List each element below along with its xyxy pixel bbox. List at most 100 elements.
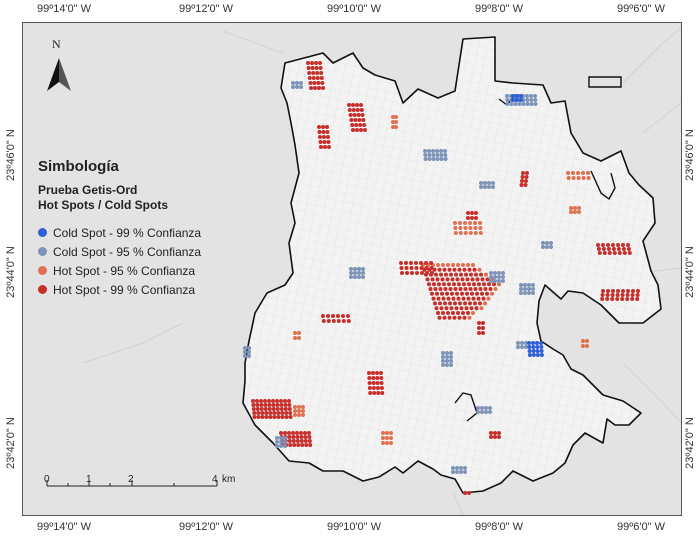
hot-spot-95-marker xyxy=(566,171,570,175)
cold-spot-95-marker xyxy=(531,291,535,295)
hot-spot-99-marker xyxy=(400,271,404,275)
hot-spot-99-marker xyxy=(465,277,470,282)
cold-spot-95-marker xyxy=(517,102,522,106)
hot-spot-95-marker xyxy=(571,176,576,180)
hot-spot-99-marker xyxy=(409,266,414,270)
cold-spot-99-marker xyxy=(511,98,515,102)
hot-spot-99-marker xyxy=(464,306,469,311)
hot-spot-99-marker xyxy=(348,113,353,117)
hot-spot-99-marker xyxy=(459,272,463,277)
hot-spot-99-marker xyxy=(299,435,304,439)
cold-spot-95-marker xyxy=(423,149,427,153)
hot-spot-99-marker xyxy=(312,81,317,85)
hot-spot-99-marker xyxy=(318,135,322,139)
hot-spot-95-marker xyxy=(436,263,440,267)
cold-spot-95-marker xyxy=(505,102,510,106)
hot-spot-99-marker xyxy=(341,319,346,323)
hot-spot-99-marker xyxy=(622,251,627,255)
cold-spot-95-marker xyxy=(455,470,459,474)
cold-spot-95-marker xyxy=(449,351,453,355)
cold-spot-95-marker xyxy=(541,245,545,249)
hot-spot-99-marker xyxy=(451,311,455,315)
hot-spot-99-marker xyxy=(468,287,473,291)
cold-spot-95-marker xyxy=(516,345,520,349)
cold-spot-95-marker xyxy=(427,149,431,153)
hot-spot-95-marker xyxy=(468,226,473,230)
legend-item-cold-99: Cold Spot - 99 % Confianza xyxy=(38,223,268,242)
hot-spot-99-marker xyxy=(457,315,462,320)
hot-spot-99-marker xyxy=(425,271,429,275)
hot-spot-99-marker xyxy=(493,431,497,435)
hot-spot-99-marker xyxy=(602,251,607,255)
cold-spot-95-marker xyxy=(491,185,495,189)
cold-spot-95-marker xyxy=(483,185,487,189)
cold-spot-95-marker xyxy=(247,354,251,358)
hot-spot-99-marker xyxy=(436,311,440,315)
hot-spot-99-marker xyxy=(455,291,459,296)
hot-spot-99-marker xyxy=(630,293,635,297)
hot-spot-95-marker xyxy=(381,431,385,435)
hot-spot-99-marker xyxy=(252,411,257,415)
hot-spot-99-marker xyxy=(336,314,340,318)
cold-spot-95-marker xyxy=(487,181,491,185)
cold-spot-95-marker xyxy=(519,287,523,291)
cold-spot-95-marker xyxy=(423,153,428,157)
hot-spot-99-marker xyxy=(617,251,622,255)
hot-spot-95-marker xyxy=(394,125,398,129)
hot-spot-99-marker xyxy=(455,277,460,282)
hot-spot-99-icon xyxy=(38,285,47,294)
hot-spot-99-marker xyxy=(291,435,296,439)
hot-spot-99-marker xyxy=(474,272,478,277)
cold-spot-95-marker xyxy=(283,436,287,440)
hot-spot-99-marker xyxy=(600,293,605,297)
hot-spot-99-marker xyxy=(367,386,372,390)
hot-spot-99-marker xyxy=(435,291,439,296)
hot-spot-99-marker xyxy=(267,407,272,411)
cold-spot-95-marker xyxy=(449,363,453,367)
hot-spot-99-marker xyxy=(463,491,467,495)
hot-spot-99-marker xyxy=(376,391,381,395)
hot-spot-99-marker xyxy=(280,411,285,415)
hot-spot-99-marker xyxy=(477,282,481,287)
hot-spot-99-marker xyxy=(287,403,292,407)
hot-spot-99-marker xyxy=(606,247,611,251)
hot-spot-99-marker xyxy=(299,431,303,435)
hot-spot-99-marker xyxy=(476,296,481,301)
hot-spot-99-marker xyxy=(379,371,383,375)
hot-spot-95-marker xyxy=(581,176,586,180)
hot-spot-99-marker xyxy=(483,287,488,291)
cold-spot-95-marker xyxy=(361,275,365,279)
cold-spot-95-marker xyxy=(353,275,357,279)
hot-spot-99-marker xyxy=(611,247,616,251)
hot-spot-99-marker xyxy=(437,267,442,272)
hot-spot-99-marker xyxy=(439,272,443,277)
cold-spot-95-marker xyxy=(449,359,453,363)
hot-spot-95-marker xyxy=(478,231,483,235)
hot-spot-95-marker xyxy=(478,221,482,225)
hot-spot-99-marker xyxy=(480,277,485,282)
hot-spot-99-marker xyxy=(437,315,442,320)
cold-spot-95-marker xyxy=(529,94,533,98)
cold-spot-99-marker xyxy=(535,345,540,349)
hot-spot-99-marker xyxy=(296,443,301,447)
hot-spot-95-marker xyxy=(477,267,482,272)
cold-spot-95-marker xyxy=(480,406,484,410)
hot-spot-99-marker xyxy=(375,381,380,385)
hot-spot-95-marker xyxy=(471,311,475,315)
hot-spot-99-marker xyxy=(275,399,279,403)
hot-spot-99-marker xyxy=(276,415,281,419)
hot-spot-99-marker xyxy=(458,301,462,306)
hot-spot-95-marker xyxy=(297,336,301,340)
cold-spot-95-marker xyxy=(545,241,549,245)
cold-spot-95-marker xyxy=(524,345,528,349)
hot-spot-99-marker xyxy=(360,113,365,117)
hot-spot-99-marker xyxy=(375,371,379,375)
cold-spot-95-marker xyxy=(357,275,361,279)
cold-spot-95-marker xyxy=(243,350,247,354)
cold-spot-95-marker xyxy=(541,241,545,245)
hot-spot-99-marker xyxy=(379,376,384,380)
hot-spot-99-marker xyxy=(626,247,631,251)
cold-spot-99-marker xyxy=(531,349,536,353)
longitude-label-bottom-3: 99º10'0" W xyxy=(326,521,382,533)
hot-spot-99-marker xyxy=(268,415,273,419)
